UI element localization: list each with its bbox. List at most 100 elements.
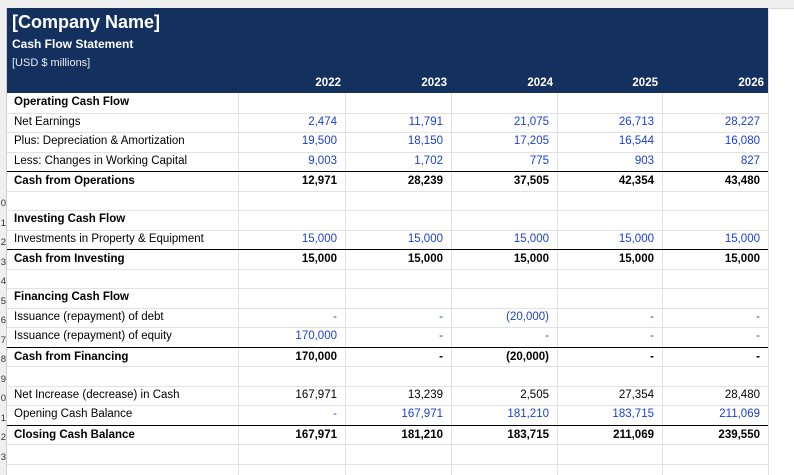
cell-value[interactable]: 181,210 bbox=[401, 428, 443, 441]
cell-value[interactable]: 183,715 bbox=[612, 408, 654, 420]
table-row-property-equipment[interactable]: Investments in Property & Equipment 15,0… bbox=[7, 230, 768, 250]
year-2023-header: 2023 bbox=[421, 77, 447, 89]
cell-value[interactable]: 15,000 bbox=[724, 232, 760, 245]
table-row-closing-balance[interactable]: Closing Cash Balance 167,971 181,210 183… bbox=[7, 424, 768, 446]
row-number[interactable]: 1 bbox=[0, 412, 6, 424]
cell-value[interactable]: 17,205 bbox=[513, 135, 549, 147]
row-number[interactable]: 5 bbox=[0, 295, 6, 307]
cell-value[interactable]: 16,080 bbox=[724, 135, 760, 147]
row-label: Investments in Property & Equipment bbox=[14, 232, 204, 245]
cell-value[interactable]: 239,550 bbox=[718, 428, 760, 441]
section-heading-operating[interactable]: Operating Cash Flow bbox=[7, 93, 768, 113]
row-number[interactable]: 0 bbox=[0, 393, 6, 404]
table-row-net-increase[interactable]: Net Increase (decrease) in Cash 167,971 … bbox=[7, 386, 768, 406]
row-number[interactable]: 7 bbox=[0, 334, 6, 346]
table-row-debt[interactable]: Issuance (repayment) of debt - - (20,000… bbox=[7, 308, 768, 328]
row-number[interactable]: 3 bbox=[0, 256, 6, 268]
cell-value[interactable]: 15,000 bbox=[513, 253, 549, 265]
cell-value[interactable]: 827 bbox=[740, 154, 760, 167]
cell-value[interactable]: - bbox=[439, 310, 443, 323]
cell-value[interactable]: 11,791 bbox=[408, 115, 443, 128]
row-number[interactable]: 9 bbox=[0, 373, 6, 385]
row-label: Issuance (repayment) of debt bbox=[14, 310, 164, 323]
section-label: Financing Cash Flow bbox=[14, 291, 130, 303]
cell-value[interactable]: - bbox=[333, 310, 337, 323]
cell-value[interactable]: 167,971 bbox=[295, 388, 337, 401]
cell-value[interactable]: 19,500 bbox=[301, 135, 337, 147]
cell-value[interactable]: 1,702 bbox=[414, 154, 443, 167]
cell-value[interactable]: 15,000 bbox=[724, 253, 760, 265]
cell-value[interactable]: 15,000 bbox=[407, 253, 443, 265]
cell-value[interactable]: 28,239 bbox=[407, 174, 443, 187]
row-label: Cash from Investing bbox=[14, 253, 125, 265]
cell-value[interactable]: 12,971 bbox=[301, 174, 337, 187]
cell-value[interactable]: 15,000 bbox=[618, 253, 654, 265]
cell-value[interactable]: 42,354 bbox=[618, 174, 654, 187]
cell-value[interactable]: - bbox=[333, 408, 337, 420]
cell-value[interactable]: 28,480 bbox=[724, 388, 760, 401]
cell-value[interactable]: - bbox=[439, 350, 443, 363]
cell-value[interactable]: 903 bbox=[634, 154, 654, 167]
table-row-equity[interactable]: Issuance (repayment) of equity 170,000 -… bbox=[7, 327, 768, 347]
cell-value[interactable]: 27,354 bbox=[618, 388, 654, 401]
cell-value[interactable]: - bbox=[650, 330, 654, 342]
cell-value[interactable]: - bbox=[545, 330, 549, 342]
year-2024-header: 2024 bbox=[527, 77, 553, 89]
cell-value[interactable]: 9,003 bbox=[308, 154, 337, 167]
cell-value[interactable]: 26,713 bbox=[618, 115, 654, 128]
cell-value[interactable]: 37,505 bbox=[513, 174, 549, 187]
section-label: Operating Cash Flow bbox=[14, 96, 130, 108]
table-row-opening-balance[interactable]: Opening Cash Balance - 167,971 181,210 1… bbox=[7, 405, 768, 425]
cell-value[interactable]: - bbox=[756, 310, 760, 323]
row-number[interactable]: 4 bbox=[0, 276, 6, 287]
cell-value[interactable]: 21,075 bbox=[513, 115, 549, 128]
cell-value[interactable]: 183,715 bbox=[507, 428, 549, 441]
row-number[interactable]: 6 bbox=[0, 315, 6, 326]
report-title: Cash Flow Statement bbox=[12, 37, 134, 51]
cell-value[interactable]: 211,069 bbox=[719, 408, 760, 420]
row-number[interactable]: 2 bbox=[0, 432, 6, 443]
cell-value[interactable]: 18,150 bbox=[407, 135, 443, 147]
cell-value[interactable]: 167,971 bbox=[295, 428, 337, 441]
table-row-cash-from-financing[interactable]: Cash from Financing 170,000 - (20,000) -… bbox=[7, 346, 768, 368]
table-row-net-earnings[interactable]: Net Earnings 2,474 11,791 21,075 26,713 … bbox=[7, 113, 768, 133]
row-number[interactable]: 1 bbox=[0, 217, 6, 229]
table-row-working-capital[interactable]: Less: Changes in Working Capital 9,003 1… bbox=[7, 152, 768, 172]
section-heading-financing[interactable]: Financing Cash Flow bbox=[7, 288, 768, 308]
cell-value[interactable]: 15,000 bbox=[513, 232, 549, 245]
cell-value[interactable]: 181,210 bbox=[507, 408, 549, 420]
cell-value[interactable]: 775 bbox=[529, 154, 549, 167]
cell-value[interactable]: 15,000 bbox=[301, 232, 337, 245]
cell-value[interactable]: 16,544 bbox=[618, 135, 654, 147]
cell-value[interactable]: 15,000 bbox=[618, 232, 654, 245]
units-label: [USD $ millions] bbox=[12, 57, 91, 69]
row-number[interactable]: 2 bbox=[0, 237, 6, 248]
cell-value[interactable]: - bbox=[439, 330, 443, 342]
cell-value[interactable]: (20,000) bbox=[506, 310, 549, 323]
cell-value[interactable]: 170,000 bbox=[295, 330, 337, 342]
cell-value[interactable]: 170,000 bbox=[295, 350, 337, 363]
row-number[interactable]: 3 bbox=[0, 451, 6, 463]
cell-value[interactable]: - bbox=[756, 350, 760, 363]
table-row-depreciation[interactable]: Plus: Depreciation & Amortization 19,500… bbox=[7, 132, 768, 152]
row-number[interactable]: 8 bbox=[0, 354, 6, 365]
cell-value[interactable]: 211,069 bbox=[613, 428, 654, 441]
table-row-cash-from-operations[interactable]: Cash from Operations 12,971 28,239 37,50… bbox=[7, 170, 768, 192]
cell-value[interactable]: 28,227 bbox=[724, 115, 760, 128]
section-heading-investing[interactable]: Investing Cash Flow bbox=[7, 210, 768, 230]
table-row-cash-from-investing[interactable]: Cash from Investing 15,000 15,000 15,000… bbox=[7, 249, 768, 270]
cell-value[interactable]: - bbox=[650, 350, 654, 363]
cell-value[interactable]: (20,000) bbox=[506, 350, 549, 363]
cell-value[interactable]: 43,480 bbox=[724, 174, 760, 187]
spreadsheet-grid[interactable]: [Company Name] Cash Flow Statement [USD … bbox=[7, 8, 794, 475]
cell-value[interactable]: 2,505 bbox=[520, 388, 549, 401]
cell-value[interactable]: 15,000 bbox=[301, 253, 337, 265]
cell-value[interactable]: 167,971 bbox=[401, 408, 443, 420]
company-name: [Company Name] bbox=[12, 12, 161, 32]
cell-value[interactable]: - bbox=[650, 310, 654, 323]
cell-value[interactable]: 13,239 bbox=[407, 388, 443, 401]
cell-value[interactable]: 15,000 bbox=[407, 232, 443, 245]
row-number[interactable]: 0 bbox=[0, 198, 6, 209]
cell-value[interactable]: 2,474 bbox=[308, 115, 337, 128]
cell-value[interactable]: - bbox=[756, 330, 760, 342]
